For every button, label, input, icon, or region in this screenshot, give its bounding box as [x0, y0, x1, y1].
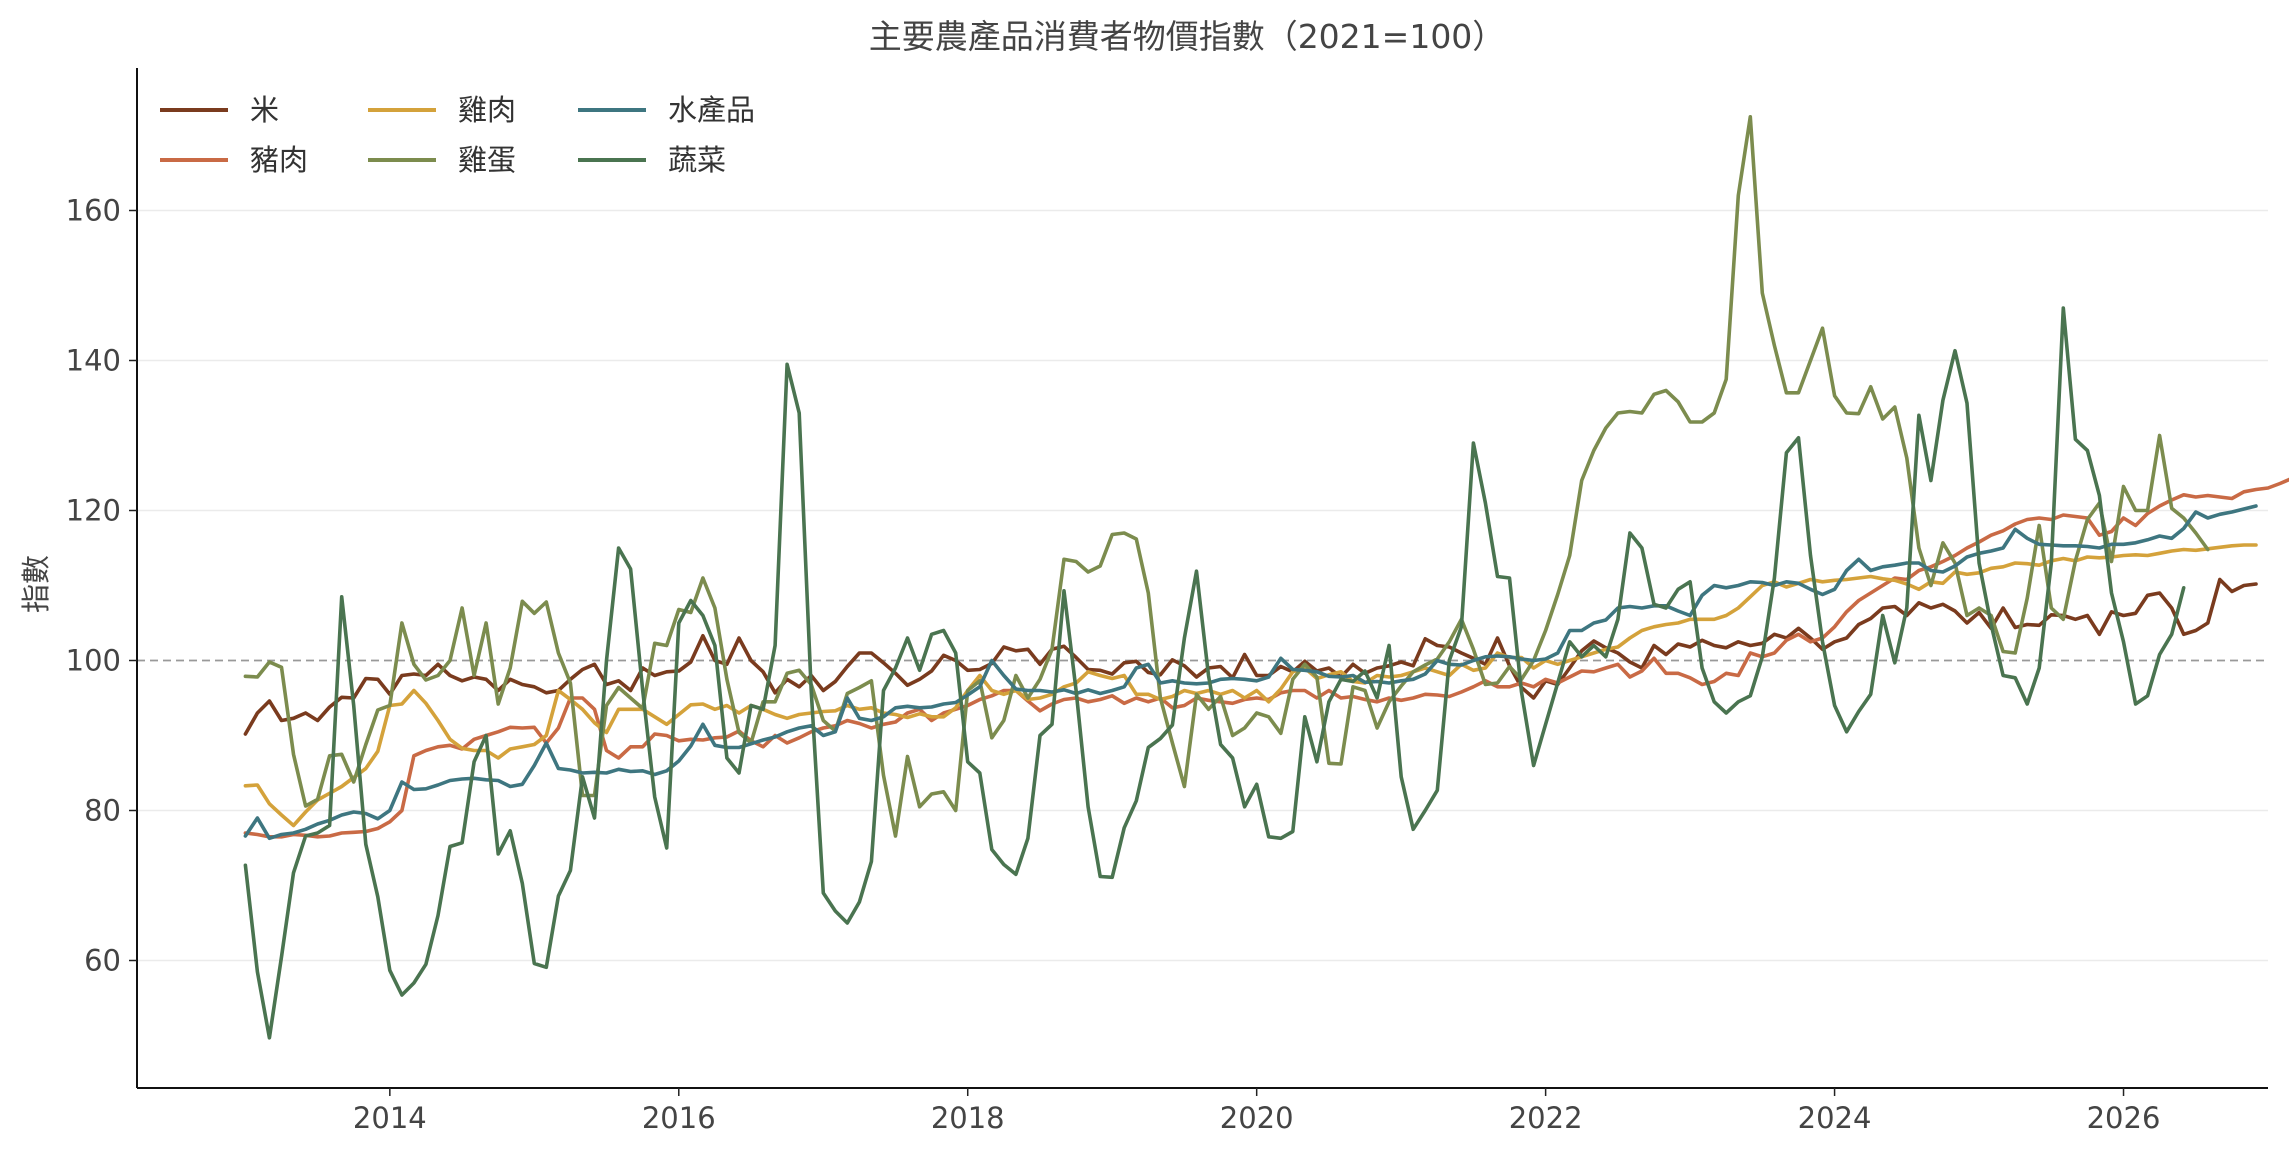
series-line-0	[243, 577, 2258, 736]
series-line-2	[243, 543, 2258, 828]
legend-label: 米	[250, 93, 279, 127]
x-tick-label: 2022	[1509, 1101, 1583, 1135]
legend-item: 水產品	[578, 93, 755, 127]
legend-item: 蔬菜	[578, 143, 726, 177]
series-line-4	[243, 504, 2258, 841]
legend-label: 豬肉	[250, 143, 308, 177]
series-lines	[243, 115, 2289, 1040]
legend-item: 豬肉	[160, 143, 308, 177]
legend-item: 雞蛋	[368, 143, 516, 177]
legend-item: 米	[160, 93, 279, 127]
series-line-1	[243, 477, 2289, 839]
y-axis-title: 指數	[19, 555, 53, 613]
y-tick-label: 160	[66, 194, 121, 228]
y-tick-label: 140	[66, 344, 121, 378]
y-tick-label: 80	[84, 794, 121, 828]
x-tick-label: 2024	[1798, 1101, 1872, 1135]
legend-label: 雞蛋	[458, 143, 516, 177]
grid-lines	[137, 209, 2268, 962]
y-tick-label: 60	[84, 944, 121, 978]
legend-item: 雞肉	[368, 93, 516, 127]
x-tick-label: 2014	[353, 1101, 427, 1135]
tick-labels: 60 80 100 120 140 160 2014 2016 2018 2020 2022 2024…	[66, 194, 2161, 1136]
series-line-5	[243, 306, 2186, 1040]
legend-label: 水產品	[668, 93, 755, 127]
legend-label: 雞肉	[458, 93, 516, 127]
series-line-3	[243, 115, 2210, 838]
x-tick-label: 2016	[642, 1101, 716, 1135]
chart-title: 主要農產品消費者物價指數（2021=100）	[869, 17, 1506, 56]
x-tick-label: 2018	[931, 1101, 1005, 1135]
axes	[136, 68, 2268, 1089]
legend-label: 蔬菜	[668, 143, 726, 177]
x-tick-label: 2020	[1220, 1101, 1294, 1135]
x-tick-label: 2026	[2087, 1101, 2161, 1135]
y-tick-label: 100	[66, 644, 121, 678]
y-tick-label: 120	[66, 494, 121, 528]
